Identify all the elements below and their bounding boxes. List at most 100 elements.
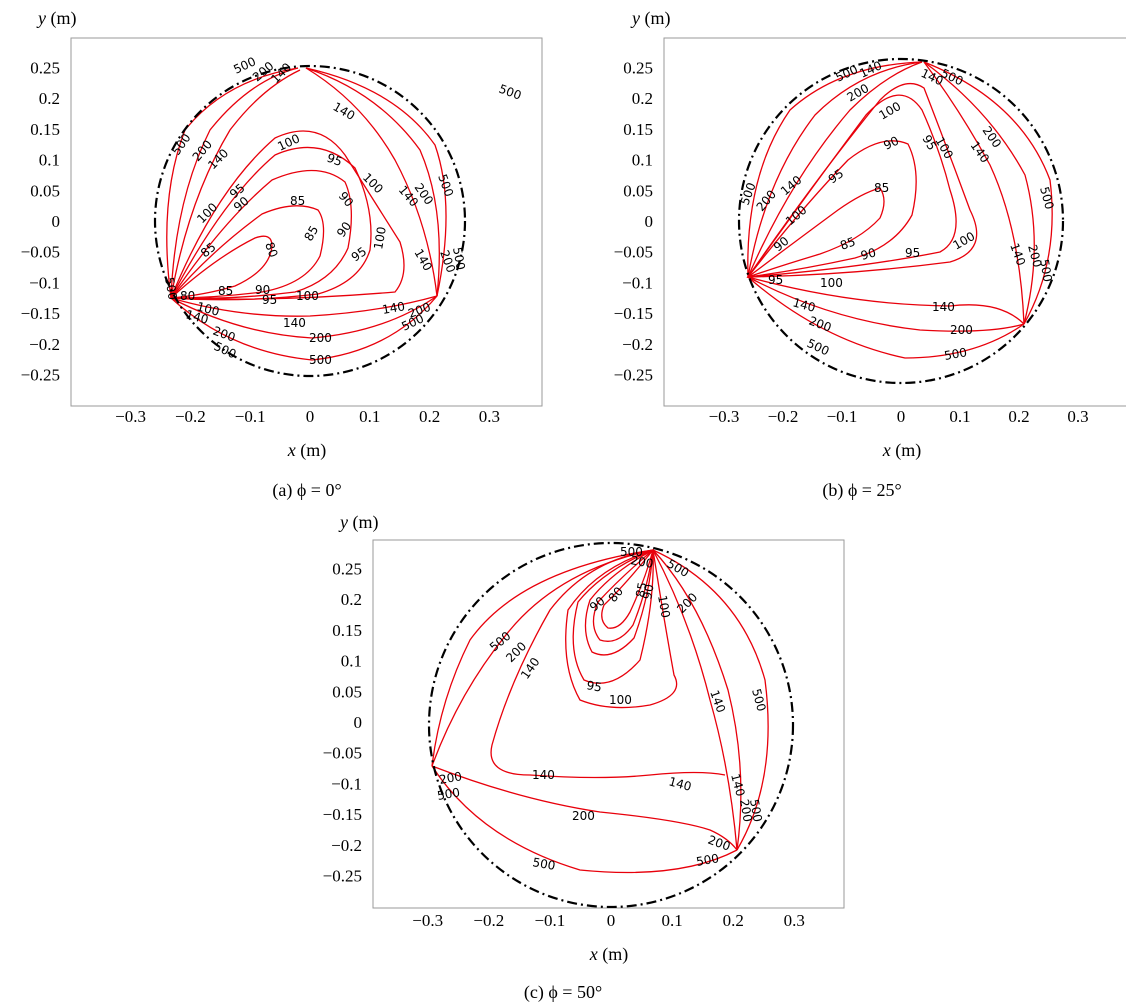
contour-b-200-left bbox=[747, 61, 923, 278]
clabel-a: 90 bbox=[255, 283, 270, 297]
contour-a-140-left bbox=[170, 69, 301, 299]
x-tick-label: 0 bbox=[306, 407, 315, 426]
panel-a-contours bbox=[166, 67, 447, 361]
y-tick-label: 0.15 bbox=[30, 120, 60, 139]
y-tick-label: −0.25 bbox=[323, 867, 362, 886]
y-tick-label: 0.15 bbox=[623, 120, 653, 139]
clabel-c: 90 bbox=[587, 594, 608, 615]
clabel-a: 85 bbox=[218, 284, 233, 298]
clabel-b: 95 bbox=[826, 166, 847, 186]
panel-b-contour-labels: 500 200 140 100 140 500 90 95 100 140 20… bbox=[738, 58, 1057, 363]
contour-a-95 bbox=[169, 146, 372, 301]
y-tick-label: 0.1 bbox=[39, 151, 60, 170]
contour-c-140-a bbox=[490, 549, 726, 779]
y-tick-label: −0.15 bbox=[323, 805, 362, 824]
panel-a-ylabel: y (m) bbox=[36, 8, 77, 29]
clabel-b: 500 bbox=[1037, 185, 1056, 211]
contour-c-85 bbox=[592, 548, 654, 642]
panel-a-frame bbox=[70, 37, 543, 407]
clabel-a: 95 bbox=[349, 244, 370, 264]
clabel-c: 90 bbox=[640, 583, 656, 600]
clabel-b: 500 bbox=[943, 345, 968, 363]
x-tick-label: −0.1 bbox=[235, 407, 266, 426]
clabel-b: 95 bbox=[905, 246, 920, 260]
boundary-circle-c bbox=[427, 541, 795, 908]
y-tick-label: 0.05 bbox=[30, 181, 60, 200]
y-tick-label: 0 bbox=[645, 212, 654, 231]
contour-c-140-b bbox=[652, 549, 738, 851]
x-tick-label: 0.3 bbox=[479, 407, 500, 426]
panel-c-ticks: −0.3 −0.2 −0.1 0 0.1 0.2 0.3 0.25 0.2 0.15 0.1 0.05… bbox=[323, 560, 805, 931]
panel-a-caption: (a) ϕ = 0° bbox=[272, 480, 341, 501]
y-tick-label: −0.25 bbox=[614, 366, 653, 385]
y-tick-label: 0.2 bbox=[632, 89, 653, 108]
clabel-a: 100 bbox=[296, 289, 319, 303]
panel-a-xlabel: x (m) bbox=[287, 440, 327, 461]
clabel-c: 140 bbox=[707, 688, 728, 714]
contour-a-500-right bbox=[305, 67, 447, 297]
y-tick-label: 0.25 bbox=[332, 560, 362, 579]
x-tick-label: 0 bbox=[607, 911, 616, 930]
contour-b-140-right bbox=[923, 61, 1025, 325]
clabel-a: 500 bbox=[435, 172, 456, 198]
x-tick-label: 0.2 bbox=[419, 407, 440, 426]
clabel-b: 200 bbox=[1025, 243, 1044, 269]
clabel-c: 95 bbox=[585, 678, 602, 694]
clabel-b: 140 bbox=[791, 295, 817, 314]
y-tick-label: 0.2 bbox=[39, 89, 60, 108]
clabel-a: 140 bbox=[184, 307, 210, 326]
contour-a-100 bbox=[170, 130, 405, 300]
boundary-circle-b bbox=[737, 57, 1065, 385]
contour-a-85 bbox=[169, 205, 325, 299]
clabel-b: 90 bbox=[859, 245, 877, 262]
panel-a: −0.3 −0.2 −0.1 0 0.1 0.2 0.3 0.25 0.2 0.15 0.1 0.05… bbox=[21, 8, 543, 501]
clabel-a: 80 bbox=[262, 240, 280, 259]
contour-c-500-b bbox=[431, 765, 738, 874]
y-tick-label: 0.2 bbox=[341, 590, 362, 609]
clabel-a: 500 bbox=[309, 353, 332, 367]
clabel-c: 500 bbox=[695, 851, 720, 869]
panel-a-ticks: −0.3 −0.2 −0.1 0 0.1 0.2 0.3 0.25 0.2 0.15 0.1 0.05… bbox=[21, 59, 500, 427]
contour-b-200-bottom bbox=[747, 276, 1025, 332]
clabel-a: 100 bbox=[195, 299, 221, 318]
panel-c-contours bbox=[431, 548, 769, 874]
clabel-a: 500 bbox=[212, 339, 239, 361]
clabel-b: 500 bbox=[833, 62, 860, 84]
clabel-a: 90 bbox=[336, 189, 357, 210]
y-tick-label: 0.05 bbox=[623, 181, 653, 200]
contour-a-200-left bbox=[170, 67, 299, 299]
x-tick-label: −0.2 bbox=[175, 407, 206, 426]
clabel-a: 80 bbox=[180, 289, 195, 303]
clabel-c: 140 bbox=[667, 774, 693, 793]
panel-c-caption: (c) ϕ = 50° bbox=[524, 982, 602, 1003]
clabel-b: 140 bbox=[932, 300, 955, 314]
clabel-a: 140 bbox=[331, 99, 358, 123]
x-tick-label: −0.1 bbox=[534, 911, 565, 930]
y-tick-label: 0.15 bbox=[332, 621, 362, 640]
clabel-c: 85 bbox=[633, 581, 649, 598]
contour-c-100 bbox=[565, 549, 678, 709]
clabel-a: 85 bbox=[301, 223, 321, 243]
clabel-c: 140 bbox=[532, 768, 555, 782]
y-tick-label: −0.2 bbox=[331, 836, 362, 855]
clabel-b: 200 bbox=[807, 314, 833, 335]
y-tick-label: 0.05 bbox=[332, 682, 362, 701]
clabel-c: 500 bbox=[665, 556, 692, 580]
x-tick-label: −0.3 bbox=[709, 407, 740, 426]
y-tick-label: −0.05 bbox=[614, 243, 653, 262]
y-tick-label: 0.25 bbox=[30, 59, 60, 78]
clabel-a: 85 bbox=[290, 194, 305, 208]
clabel-a: 140 bbox=[268, 60, 294, 86]
clabel-b: 85 bbox=[838, 234, 857, 252]
clabel-c: 80 bbox=[606, 584, 627, 605]
panel-a-plot bbox=[153, 64, 467, 378]
y-tick-label: −0.1 bbox=[331, 774, 362, 793]
clabel-c: 140 bbox=[518, 655, 543, 682]
contour-b-200-right bbox=[923, 61, 1035, 325]
clabel-a: 85 bbox=[198, 240, 219, 261]
clabel-b: 90 bbox=[881, 134, 901, 153]
clabel-c: 200 bbox=[572, 809, 595, 823]
clabel-a: 100 bbox=[360, 170, 386, 196]
contour-b-500-left bbox=[747, 61, 923, 278]
x-tick-label: −0.3 bbox=[115, 407, 146, 426]
